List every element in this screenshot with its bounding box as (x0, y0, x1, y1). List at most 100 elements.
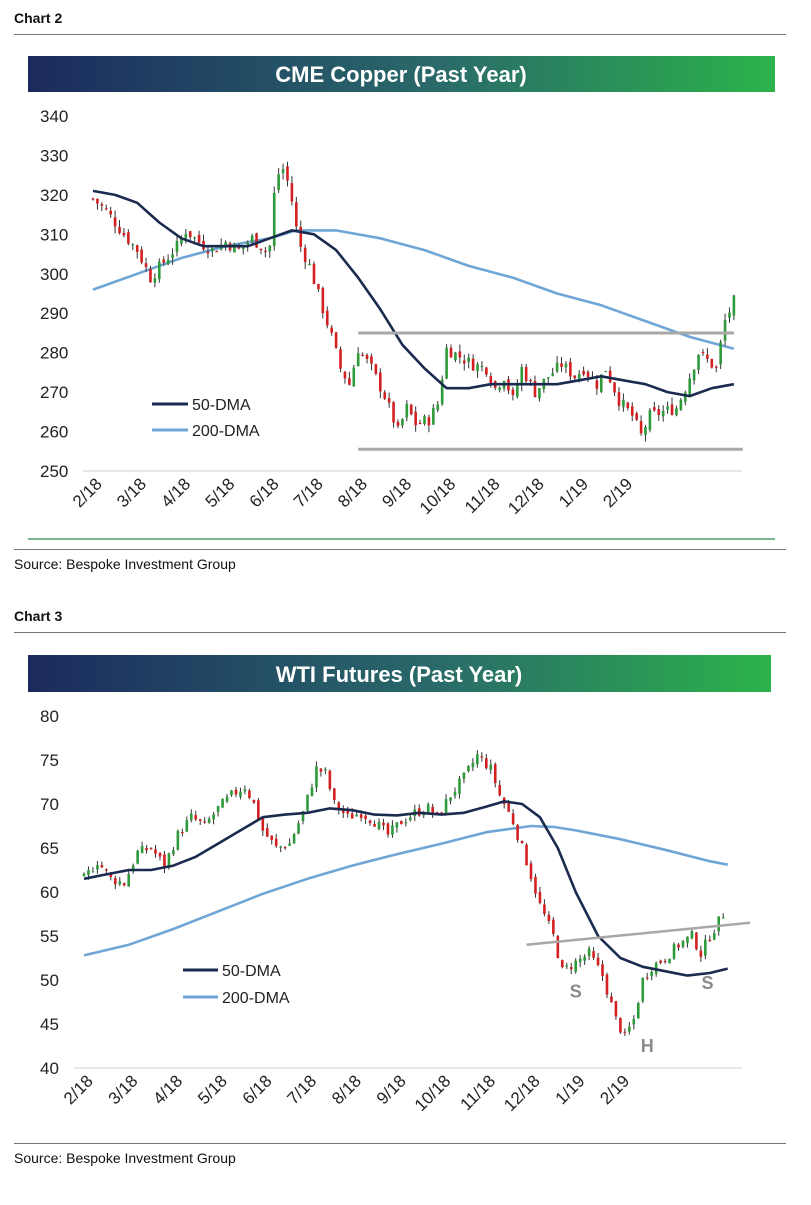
title-banner (28, 56, 775, 92)
y-tick-label: 80 (40, 707, 59, 726)
candle-body (516, 384, 519, 397)
candle-body (511, 813, 515, 825)
candle-body (252, 799, 256, 803)
candle-body (274, 838, 278, 847)
candle-body (462, 772, 466, 779)
candle-body (206, 251, 210, 254)
candle-body (645, 977, 649, 979)
x-tick-label: 9/18 (378, 474, 415, 511)
candle-body (610, 996, 613, 1003)
candle-body (436, 404, 440, 411)
legend-200dma-label: 200-DMA (222, 990, 290, 1007)
x-tick-label: 2/18 (69, 474, 106, 511)
candle-body (237, 246, 241, 249)
candle-body (301, 811, 305, 821)
candle-body (162, 259, 166, 263)
candle-body (485, 367, 488, 375)
candle-body (310, 787, 314, 796)
candle-body (604, 370, 608, 373)
candle-body (364, 815, 367, 820)
candle-body (127, 874, 130, 887)
candle-body (255, 233, 258, 248)
candle-body (359, 814, 363, 819)
candle-body (392, 402, 395, 423)
x-tick-label: 1/19 (555, 474, 592, 511)
candle-body (131, 244, 135, 246)
candle-body (601, 964, 604, 977)
candle-body (283, 847, 287, 849)
candle-body (118, 226, 121, 234)
candle-body (449, 797, 452, 801)
candle-body (498, 784, 502, 796)
candle-body (268, 245, 272, 252)
candle-body (374, 364, 378, 374)
candle-body (337, 802, 341, 811)
y-tick-label: 330 (40, 146, 68, 165)
candle-body (91, 198, 95, 200)
candle-body (225, 796, 229, 802)
candle-body (431, 806, 434, 814)
candle-body (520, 841, 524, 844)
candle-body (290, 183, 294, 202)
candle-body (334, 332, 338, 348)
candle-body (257, 800, 260, 820)
candle-body (346, 810, 350, 814)
candle-body (489, 376, 493, 384)
x-tick-label: 4/18 (149, 1071, 186, 1108)
pattern-label: S (570, 982, 582, 1002)
candle-body (614, 1001, 618, 1017)
candle-body (617, 392, 621, 406)
candle-body (675, 408, 678, 416)
candle-body (480, 365, 484, 368)
x-tick-label: 8/18 (328, 1071, 365, 1108)
candle-body (400, 820, 403, 825)
candle-body (672, 944, 676, 959)
candle-body (303, 247, 307, 262)
candle-body (688, 378, 691, 395)
candle-body (592, 951, 595, 958)
candle-body (686, 936, 689, 943)
candle-body (444, 799, 448, 815)
candle-body (166, 259, 170, 265)
candle-body (641, 977, 645, 1002)
candle-body (493, 764, 497, 784)
candle-body (198, 819, 202, 821)
y-tick-label: 290 (40, 304, 68, 323)
candle-body (140, 845, 144, 853)
candle-body (373, 824, 376, 827)
candle-body (547, 914, 551, 921)
candle-body (608, 370, 612, 383)
candle-body (574, 960, 577, 972)
candle-body (246, 242, 249, 245)
candle-body (717, 916, 721, 932)
candle-body (516, 824, 519, 840)
candle-body (184, 233, 188, 239)
x-tick-label: 9/18 (373, 1071, 410, 1108)
dma50-line (92, 189, 735, 398)
divider (14, 1143, 786, 1144)
candle-body (529, 863, 533, 880)
candle-body (418, 422, 422, 425)
candle-body (308, 263, 311, 266)
candle-body (596, 957, 600, 966)
candle-body (312, 263, 316, 285)
candle-body (708, 939, 712, 941)
candle-body (560, 363, 563, 367)
y-tick-label: 310 (40, 225, 68, 244)
candle-body (578, 958, 582, 963)
y-tick-label: 60 (40, 883, 59, 902)
x-tick-label: 4/18 (157, 474, 194, 511)
pattern-label: S (702, 973, 714, 993)
chart3-label: Chart 3 (14, 608, 63, 624)
x-tick-label: 10/18 (416, 474, 460, 518)
candle-body (259, 248, 263, 251)
candle-body (315, 766, 318, 788)
title-banner (28, 655, 771, 692)
candle-body (288, 843, 291, 846)
candle-body (109, 873, 113, 878)
candle-body (489, 764, 493, 770)
candle-body (265, 828, 269, 837)
candle-body (668, 958, 671, 964)
candle-body (145, 847, 148, 851)
candle-body (586, 371, 590, 377)
